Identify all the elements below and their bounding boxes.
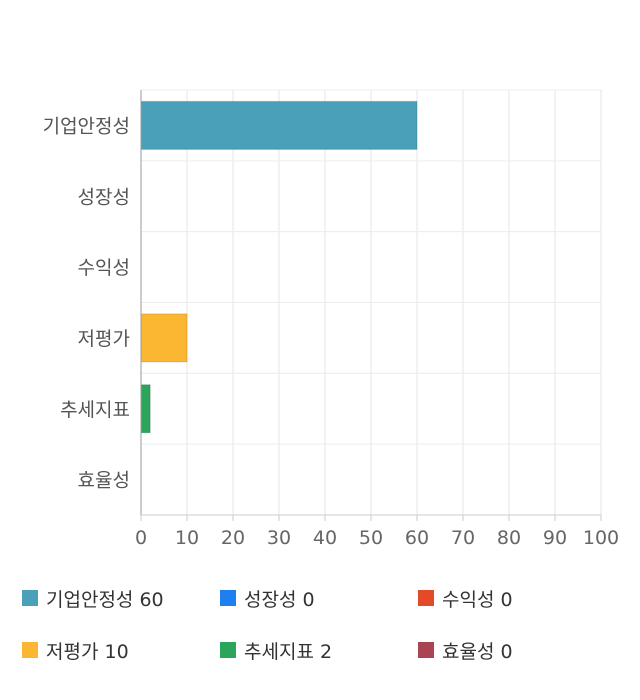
category-label: 기업안정성 xyxy=(43,115,130,137)
legend-swatch xyxy=(22,642,38,658)
category-label: 성장성 xyxy=(78,186,130,208)
x-tick-label: 20 xyxy=(221,527,245,549)
x-tick-label: 0 xyxy=(135,527,147,549)
legend-item: 성장성 0 xyxy=(220,585,315,611)
legend-item: 추세지표 2 xyxy=(220,637,332,663)
category-label: 수익성 xyxy=(78,257,130,279)
grid-lines xyxy=(140,89,602,516)
category-label: 저평가 xyxy=(78,328,130,350)
x-tick-label: 80 xyxy=(497,527,521,549)
legend-label: 효율성 0 xyxy=(442,640,513,663)
legend: 기업안정성 60 성장성 0 수익성 0 저평가 10 추세지표 2 효율성 0 xyxy=(0,575,640,685)
legend-swatch xyxy=(220,590,236,606)
x-tick-label: 40 xyxy=(313,527,337,549)
x-tick-label: 10 xyxy=(175,527,199,549)
legend-swatch xyxy=(220,642,236,658)
x-tick-label: 70 xyxy=(451,527,475,549)
x-tick-label: 100 xyxy=(583,527,619,549)
bar xyxy=(140,384,151,434)
legend-label: 추세지표 2 xyxy=(244,640,333,663)
legend-label: 기업안정성 60 xyxy=(46,588,164,611)
legend-label: 수익성 0 xyxy=(442,588,513,611)
legend-item: 저평가 10 xyxy=(22,637,129,663)
x-tick-label: 50 xyxy=(359,527,383,549)
x-tick-label: 90 xyxy=(543,527,567,549)
bars xyxy=(140,100,418,434)
category-label: 추세지표 xyxy=(60,399,130,421)
legend-swatch xyxy=(418,642,434,658)
x-tick-labels: 0 10 20 30 40 50 60 70 80 90 100 xyxy=(135,527,619,549)
x-tick-label: 60 xyxy=(405,527,429,549)
axes xyxy=(140,90,602,521)
legend-swatch xyxy=(22,590,38,606)
legend-swatch xyxy=(418,590,434,606)
legend-label: 저평가 10 xyxy=(46,640,129,663)
legend-label: 성장성 0 xyxy=(244,588,315,611)
x-tick-label: 30 xyxy=(267,527,291,549)
bar xyxy=(140,100,418,150)
legend-item: 효율성 0 xyxy=(418,637,513,663)
legend-item: 기업안정성 60 xyxy=(22,585,164,611)
legend-item: 수익성 0 xyxy=(418,585,513,611)
bar xyxy=(140,313,188,363)
category-label: 효율성 xyxy=(78,470,130,492)
